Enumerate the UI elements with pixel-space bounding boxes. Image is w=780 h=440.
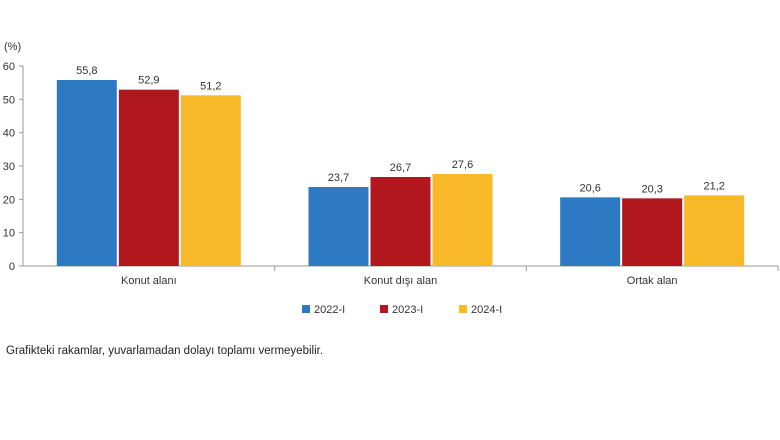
y-tick-label: 40 [3,128,15,140]
y-tick-label: 20 [3,194,15,206]
bar [56,80,117,266]
y-tick-label: 60 [3,61,15,73]
data-label: 21,2 [703,180,724,192]
data-label: 55,8 [76,65,97,77]
y-tick-label: 30 [3,161,15,173]
data-label: 20,3 [641,183,662,195]
bar-chart: 0 10 20 30 40 50 60 (%) Konut alanı 55,8 52,9 51,2 K… [3,41,779,316]
x-category-label: Ortak alan [627,275,678,287]
footnote: Grafikteki rakamlar, yuvarlamadan dolayı… [6,345,324,357]
bar [370,177,431,266]
bar [684,195,745,266]
bar [432,174,493,266]
bar [118,89,179,267]
bar [308,187,369,266]
y-tick-label: 0 [9,261,15,273]
data-label: 26,7 [390,162,411,174]
data-label: 51,2 [200,80,221,92]
y-unit-label: (%) [4,41,21,53]
legend-swatch [380,305,388,313]
x-category-label: Konut alanı [121,275,177,287]
data-label: 20,6 [579,182,600,194]
y-tick-label: 50 [3,94,15,106]
legend-swatch [302,305,310,313]
y-tick-label: 10 [3,228,15,240]
bar [622,198,683,266]
x-category-label: Konut dışı alan [364,275,437,287]
legend-label: 2024-I [471,304,502,316]
data-label: 23,7 [328,172,349,184]
legend-swatch [459,305,467,313]
data-label: 52,9 [138,75,159,87]
bar [180,95,241,266]
bar [560,197,621,266]
data-label: 27,6 [452,159,473,171]
legend-label: 2023-I [392,304,423,316]
legend-label: 2022-I [314,304,345,316]
